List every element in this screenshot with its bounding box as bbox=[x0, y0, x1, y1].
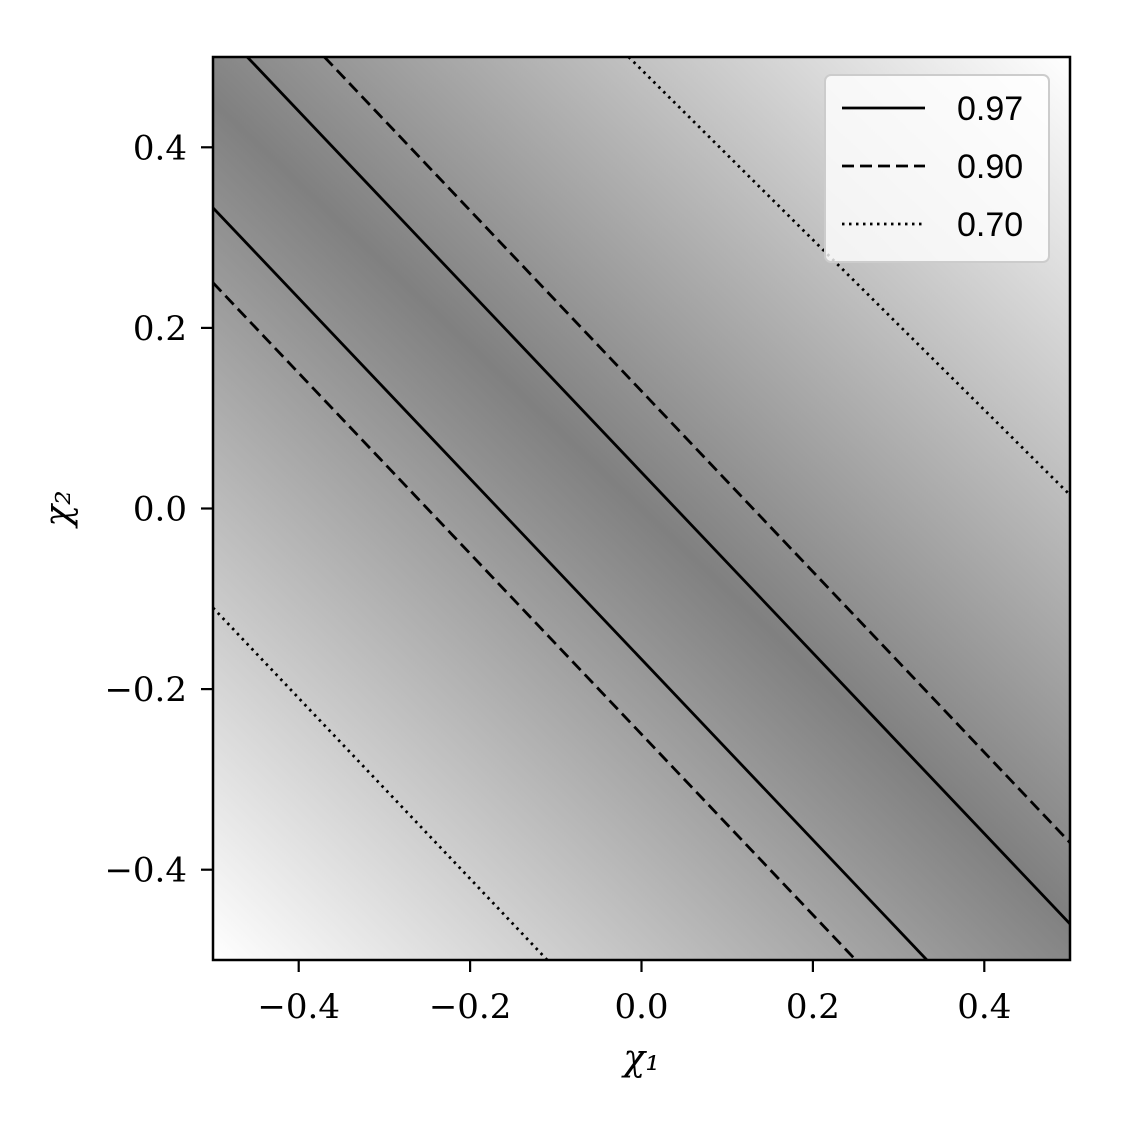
x-tick-label: 0.2 bbox=[786, 987, 840, 1027]
legend-label: 0.97 bbox=[957, 90, 1023, 128]
contour-solid-2 bbox=[213, 206, 928, 960]
legend-box bbox=[824, 74, 1050, 263]
legend-label: 0.90 bbox=[957, 148, 1023, 186]
x-tick-label: −0.4 bbox=[257, 987, 340, 1027]
x-tick-label: 0.0 bbox=[614, 987, 668, 1027]
y-tick-label: −0.2 bbox=[104, 670, 187, 710]
x-axis-ticks: −0.4 −0.2 0.0 0.2 0.4 bbox=[257, 960, 1011, 1027]
y-tick-label: 0.4 bbox=[133, 128, 187, 168]
legend: 0.97 0.90 0.70 bbox=[824, 74, 1050, 263]
contour-dashed-2 bbox=[213, 281, 857, 960]
contour-lines bbox=[213, 57, 1070, 960]
y-tick-label: 0.0 bbox=[133, 490, 187, 530]
x-tick-label: −0.2 bbox=[429, 987, 512, 1027]
y-axis-label: χ₂ bbox=[38, 490, 79, 529]
legend-label: 0.70 bbox=[957, 206, 1023, 244]
contour-dotted-1 bbox=[627, 57, 1070, 496]
x-tick-label: 0.4 bbox=[957, 987, 1011, 1027]
contour-dashed-1 bbox=[323, 57, 1070, 844]
y-tick-label: 0.2 bbox=[133, 309, 187, 349]
contour-solid-1 bbox=[246, 57, 1070, 925]
y-axis-ticks: −0.4 −0.2 0.0 0.2 0.4 bbox=[104, 128, 213, 891]
x-axis-label: χ₁ bbox=[620, 1038, 659, 1079]
y-tick-label: −0.4 bbox=[104, 851, 187, 891]
